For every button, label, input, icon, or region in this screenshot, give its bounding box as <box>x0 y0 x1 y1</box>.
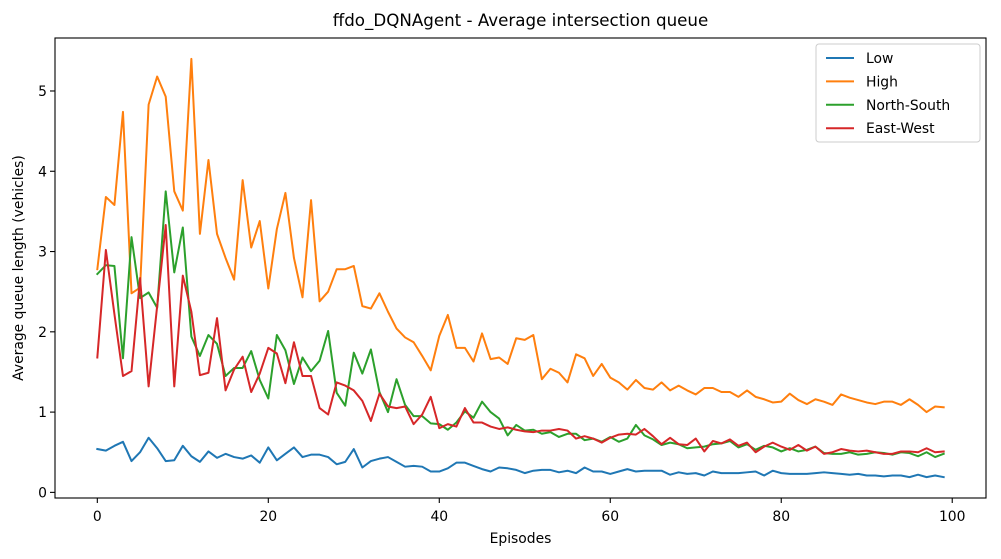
y-axis-label: Average queue length (vehicles) <box>11 155 27 381</box>
legend-label: North-South <box>866 98 950 114</box>
axes-layer: 0 20 40 60 80 100 0 1 2 3 4 5 <box>38 37 987 525</box>
y-tick-label: 1 <box>38 405 47 421</box>
series-line-low <box>96 436 945 479</box>
x-tick-label: 0 <box>93 509 102 525</box>
x-tick-label: 100 <box>939 509 966 525</box>
x-tick-label: 80 <box>772 509 790 525</box>
y-tick-label: 3 <box>38 245 47 261</box>
legend-label: Low <box>866 51 893 67</box>
x-tick-label: 40 <box>430 509 448 525</box>
legend-entry: East-West <box>826 121 935 137</box>
y-tick-label: 5 <box>38 84 47 100</box>
x-axis-label: Episodes <box>490 531 552 547</box>
y-tick-label: 4 <box>38 164 47 180</box>
series-line-east-west <box>96 224 945 455</box>
y-tick-label: 0 <box>38 485 47 501</box>
legend-box <box>815 43 981 143</box>
x-tick-label: 20 <box>259 509 277 525</box>
plot-frame <box>54 37 987 499</box>
legend-entry: Low <box>826 51 893 67</box>
legend-entry: High <box>826 74 898 90</box>
series-line-north-south <box>95 190 945 459</box>
series-layer <box>95 57 945 479</box>
series-line-high <box>96 57 945 414</box>
x-tick-label: 60 <box>601 509 619 525</box>
legend: Low High North-South East-West <box>815 43 981 143</box>
legend-label: High <box>866 74 898 90</box>
y-tick-label: 2 <box>38 325 47 341</box>
chart-title: ffdo_DQNAgent - Average intersection que… <box>333 10 709 31</box>
legend-entry: North-South <box>826 98 950 114</box>
legend-label: East-West <box>866 121 935 137</box>
